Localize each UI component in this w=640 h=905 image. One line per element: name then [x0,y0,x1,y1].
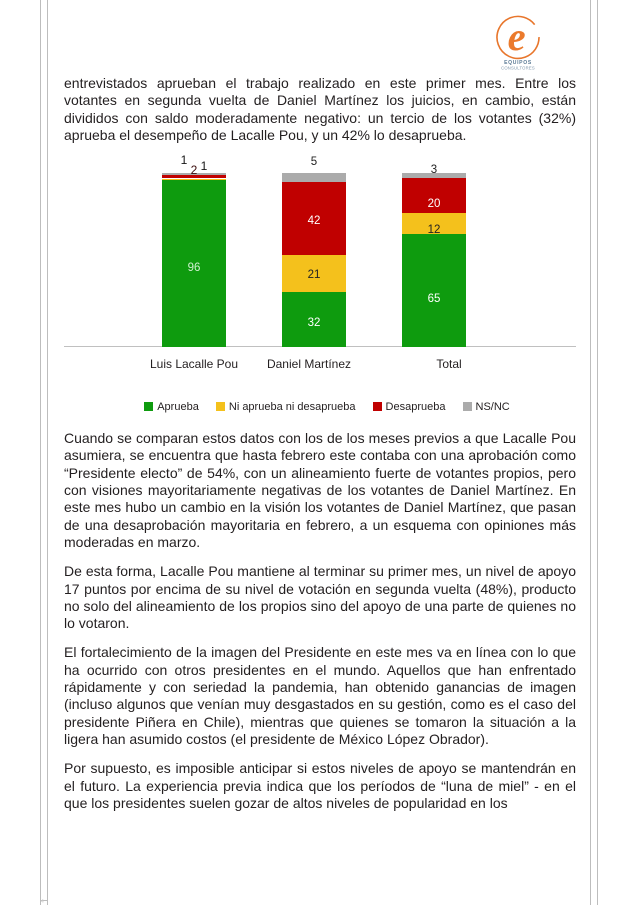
svg-text:CONSULTORES: CONSULTORES [501,66,535,71]
svg-text:e: e [508,14,526,59]
